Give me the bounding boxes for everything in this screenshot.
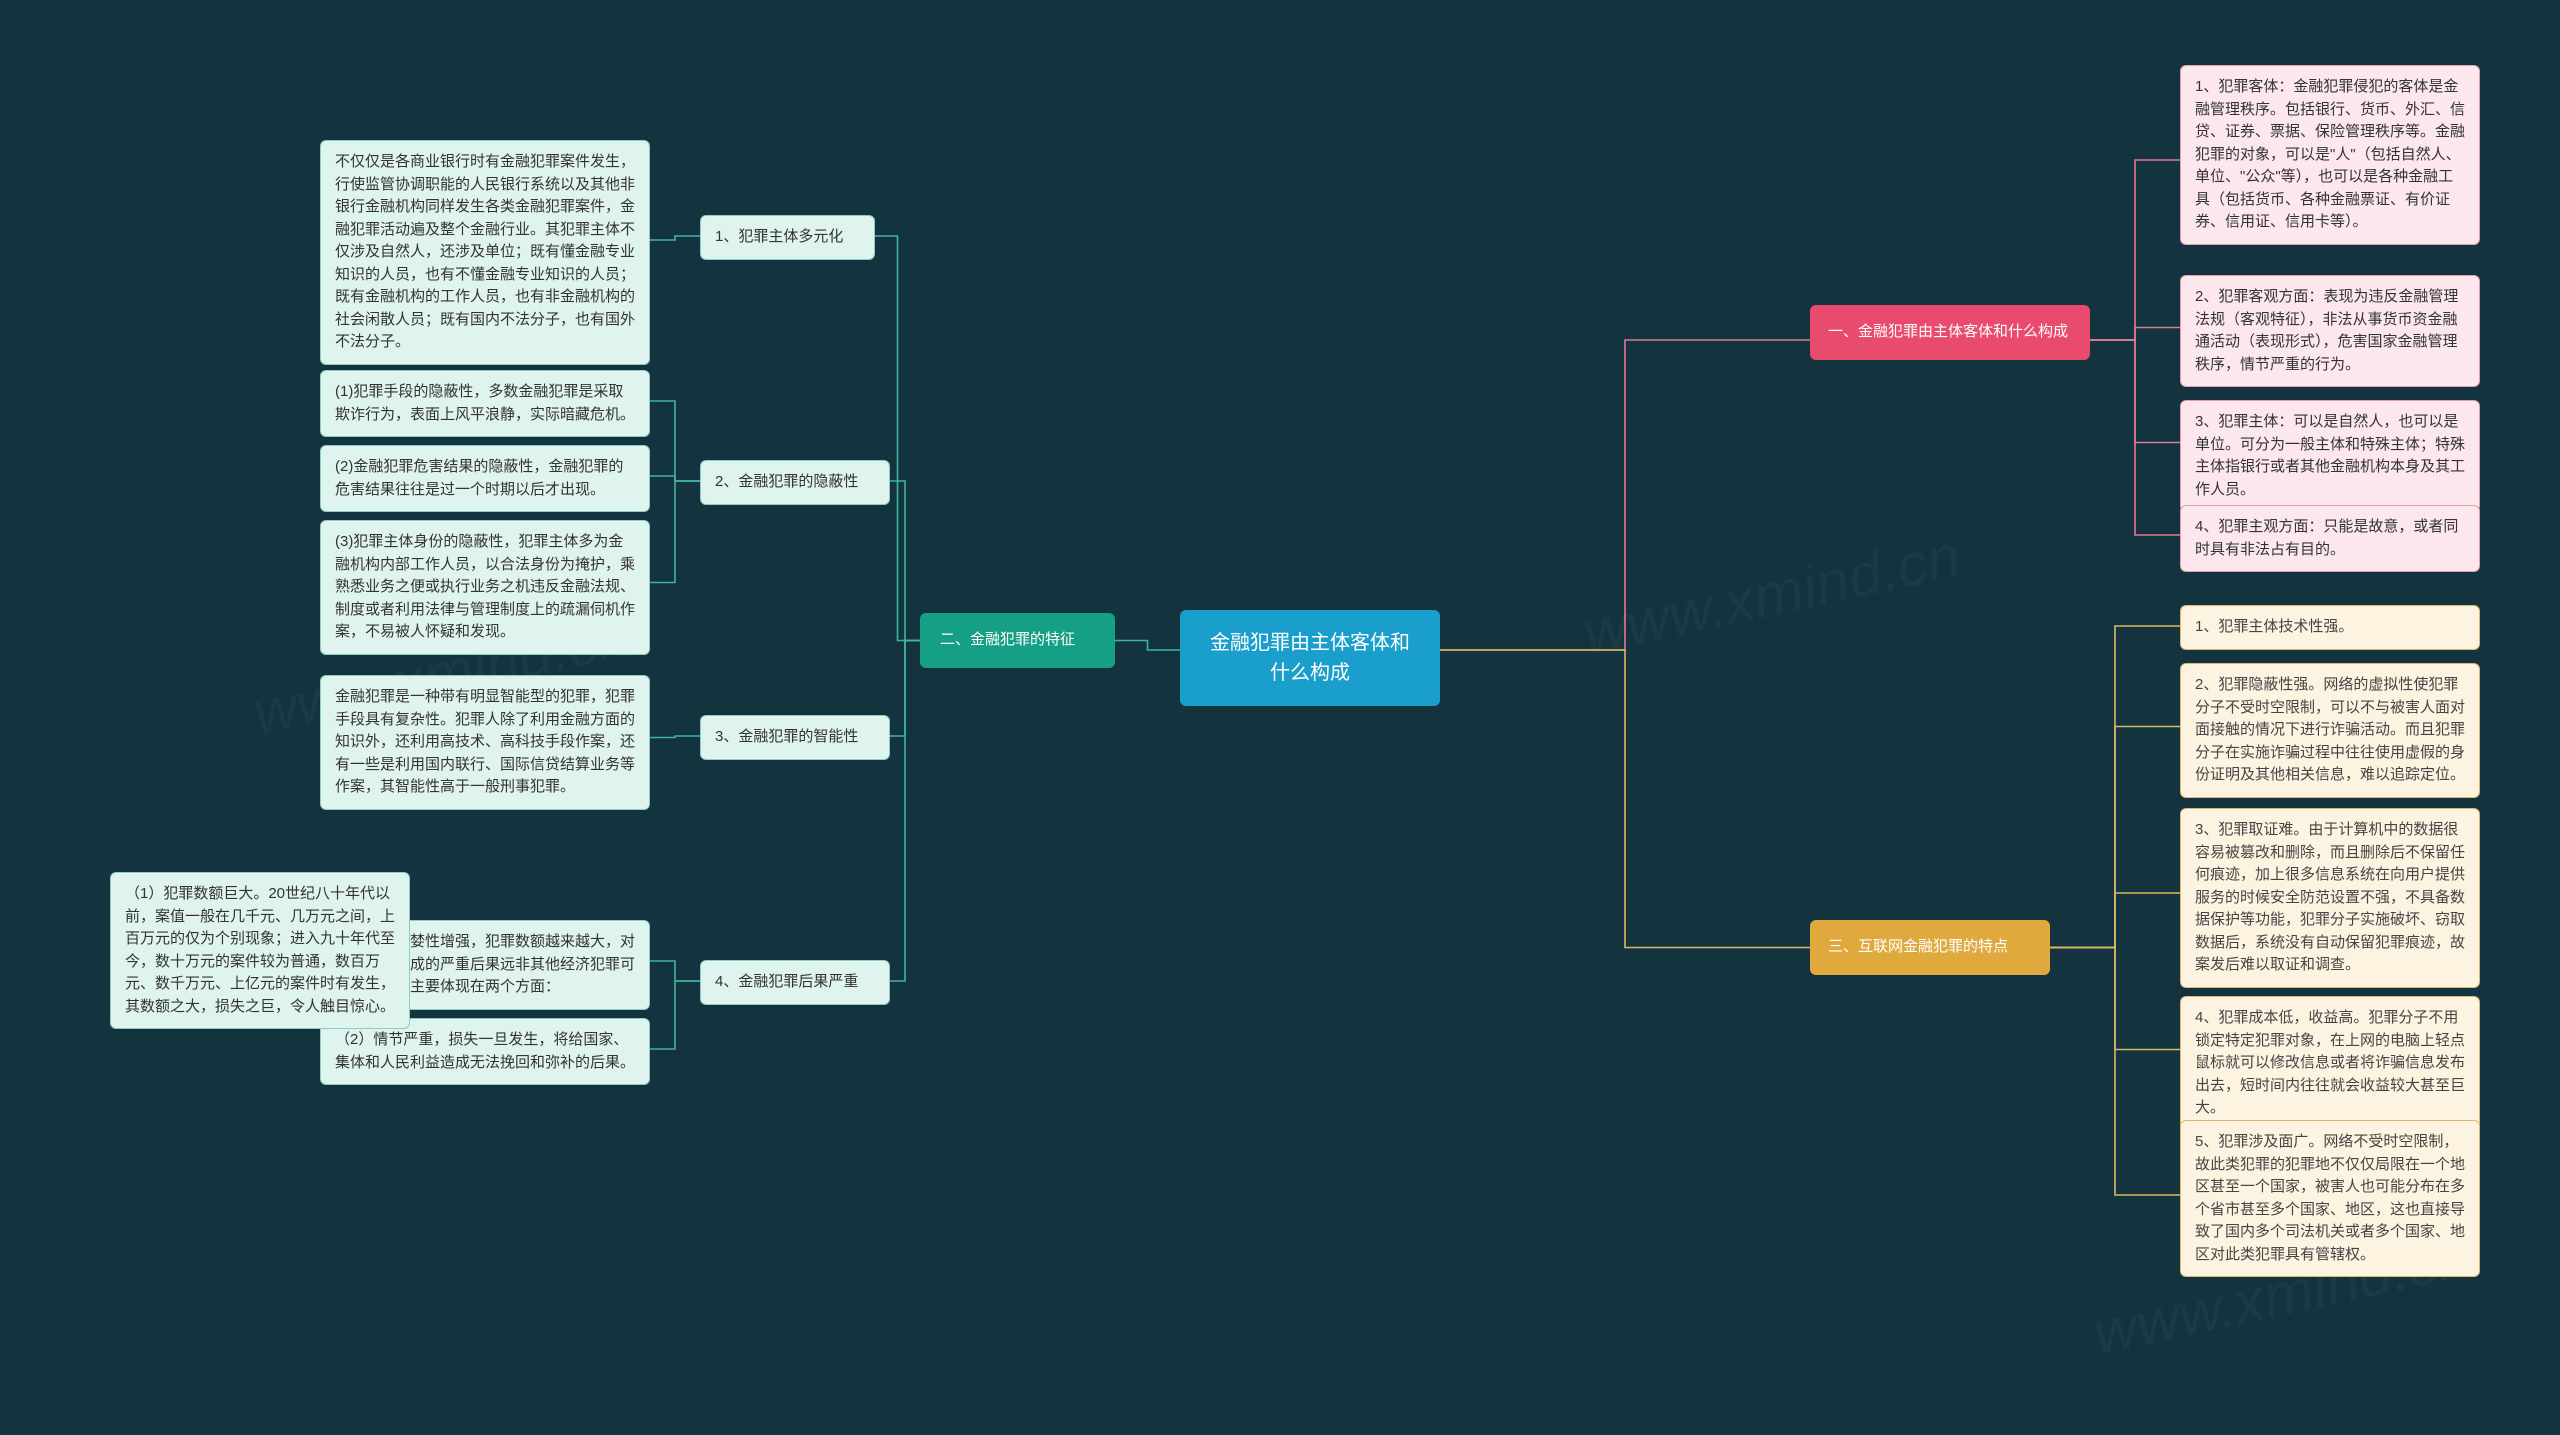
leaf-node: 1、犯罪主体技术性强。	[2180, 605, 2480, 650]
leaf-node: (1)犯罪手段的隐蔽性，多数金融犯罪是采取欺诈行为，表面上风平浪静，实际暗藏危机…	[320, 370, 650, 437]
branch-node: 一、金融犯罪由主体客体和什么构成	[1810, 305, 2090, 360]
leaf-node: 1、犯罪客体：金融犯罪侵犯的客体是金融管理秩序。包括银行、货币、外汇、信贷、证券…	[2180, 65, 2480, 245]
branch-node: 三、互联网金融犯罪的特点	[1810, 920, 2050, 975]
leaf-node: 3、犯罪主体：可以是自然人，也可以是单位。可分为一般主体和特殊主体；特殊主体指银…	[2180, 400, 2480, 512]
watermark: www.xmind.cn	[1577, 521, 1966, 668]
leaf-node: 金融犯罪是一种带有明显智能型的犯罪，犯罪手段具有复杂性。犯罪人除了利用金融方面的…	[320, 675, 650, 810]
branch-node: 二、金融犯罪的特征	[920, 613, 1115, 668]
sub-node: 3、金融犯罪的智能性	[700, 715, 890, 760]
leaf-node: 4、犯罪成本低，收益高。犯罪分子不用锁定特定犯罪对象，在上网的电脑上轻点鼠标就可…	[2180, 996, 2480, 1131]
leaf-node: 3、犯罪取证难。由于计算机中的数据很容易被篡改和删除，而且删除后不保留任何痕迹，…	[2180, 808, 2480, 988]
leaf-node: (2)金融犯罪危害结果的隐蔽性，金融犯罪的危害结果往往是过一个时期以后才出现。	[320, 445, 650, 512]
leaf-node: 2、犯罪隐蔽性强。网络的虚拟性使犯罪分子不受时空限制，可以不与被害人面对面接触的…	[2180, 663, 2480, 798]
leaf-node: 不仅仅是各商业银行时有金融犯罪案件发生，行使监管协调职能的人民银行系统以及其他非…	[320, 140, 650, 365]
root-node: 金融犯罪由主体客体和什么构成	[1180, 610, 1440, 706]
leaf-node: 4、犯罪主观方面：只能是故意，或者同时具有非法占有目的。	[2180, 505, 2480, 572]
leaf-node: （1）犯罪数额巨大。20世纪八十年代以前，案值一般在几千元、几万元之间，上百万元…	[110, 872, 410, 1029]
sub-node: 4、金融犯罪后果严重	[700, 960, 890, 1005]
leaf-node: 2、犯罪客观方面：表现为违反金融管理法规（客观特征），非法从事货币资金融通活动（…	[2180, 275, 2480, 387]
sub-node: 2、金融犯罪的隐蔽性	[700, 460, 890, 505]
leaf-node: (3)犯罪主体身份的隐蔽性，犯罪主体多为金融机构内部工作人员，以合法身份为掩护，…	[320, 520, 650, 655]
leaf-node: 5、犯罪涉及面广。网络不受时空限制，故此类犯罪的犯罪地不仅仅局限在一个地区甚至一…	[2180, 1120, 2480, 1277]
sub-node: 1、犯罪主体多元化	[700, 215, 875, 260]
